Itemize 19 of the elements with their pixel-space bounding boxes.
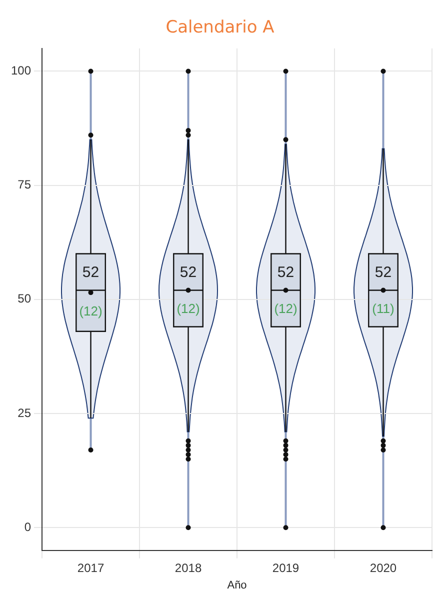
y-tick-label: 100	[10, 64, 32, 78]
text: 52	[82, 264, 100, 282]
annotation: (11)	[372, 301, 394, 316]
y-tick-label: 0	[24, 520, 32, 534]
x-tick-label: 2020	[370, 560, 397, 575]
x-tick-label: 2019	[272, 560, 300, 575]
y-tick-label: 50	[18, 292, 32, 306]
x-tick-label: 2017	[77, 560, 104, 575]
annotation: (12)	[176, 301, 200, 316]
annotation: (12)	[274, 301, 298, 316]
x-tick-label: 2018	[174, 560, 202, 575]
chart-title: Calendario A	[166, 18, 275, 38]
text: 52	[374, 264, 392, 282]
y-tick-label: 75	[18, 178, 32, 192]
text: 52	[277, 264, 294, 282]
x-axis-title: Año	[227, 579, 247, 592]
annotation: (12)	[79, 303, 102, 318]
y-tick-label: 25	[18, 406, 32, 420]
text: 52	[180, 264, 197, 282]
